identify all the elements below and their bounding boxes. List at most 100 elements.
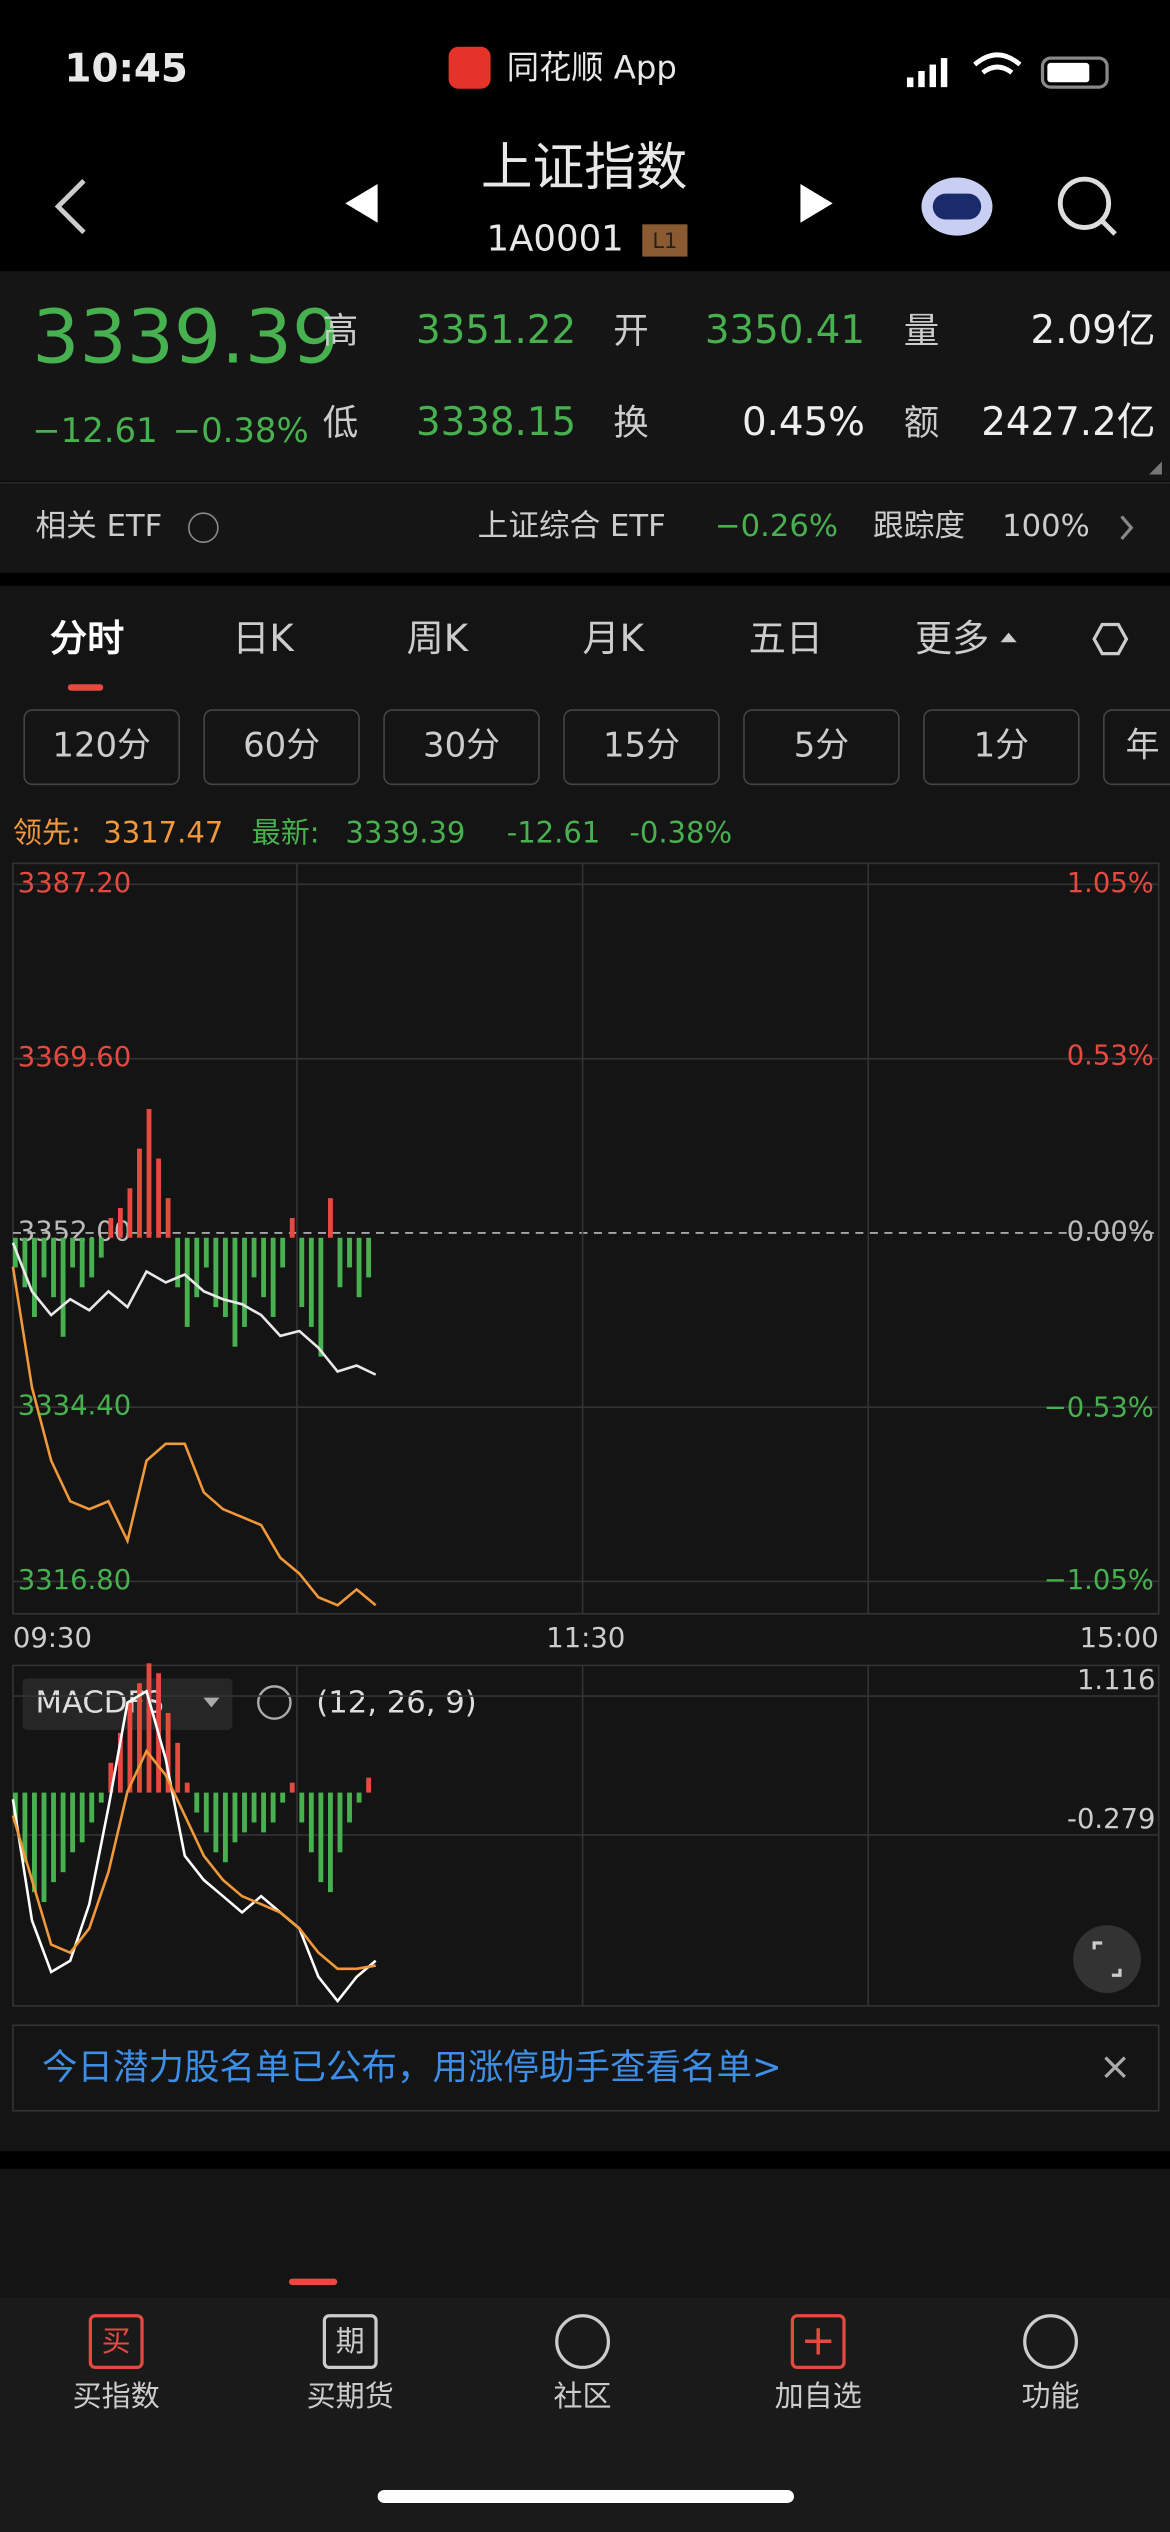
signal [906, 58, 948, 88]
histogram-bar [184, 1237, 190, 1327]
histogram-bar [108, 1217, 114, 1238]
nav-icon [322, 2314, 378, 2370]
nav-label[interactable]: 买期货 [307, 2379, 394, 2413]
chart-tab[interactable]: 更多 [915, 617, 989, 660]
histogram-bar [203, 1792, 209, 1833]
histogram-bar [299, 1237, 305, 1308]
etf-row[interactable] [0, 482, 1170, 573]
histogram-bar [280, 1792, 286, 1803]
settings-button[interactable] [1092, 622, 1129, 656]
select-caret [203, 1697, 220, 1708]
y2-tick-label: 1.05% [1067, 868, 1154, 899]
code: 1A0001 [487, 218, 624, 259]
back-button[interactable] [54, 179, 86, 235]
change: −12.61 [32, 411, 157, 450]
period-button[interactable] [1103, 709, 1170, 786]
period-button[interactable] [923, 709, 1080, 786]
series-line [11, 1748, 376, 1971]
histogram-bar [41, 1792, 47, 1903]
histogram-bar [289, 1217, 295, 1238]
search-handle [1100, 219, 1117, 236]
more-caret [1000, 632, 1017, 643]
bottom-tabs [0, 2168, 1170, 2299]
field-label: 开 [613, 310, 649, 351]
field-value: 2.09亿 [1031, 308, 1156, 353]
histogram-bar [251, 1237, 257, 1278]
histogram-bar [98, 1792, 104, 1803]
y-tick-label: 3369.60 [18, 1042, 131, 1073]
close-banner[interactable] [1104, 2056, 1126, 2079]
histogram-bar [242, 1792, 247, 1833]
histogram-bar [222, 1792, 228, 1863]
banner-text[interactable]: 今日潜力股名单已公布，用涨停助手查看名单> [42, 2047, 782, 2088]
battery [1040, 56, 1109, 89]
histogram-bar [175, 1237, 181, 1288]
histogram-bar [22, 1237, 28, 1288]
level: L1 [652, 229, 677, 253]
histogram-bar [89, 1237, 95, 1278]
period-button[interactable] [563, 709, 720, 786]
histogram-bar [366, 1237, 372, 1278]
banner[interactable] [12, 2024, 1160, 2112]
period-button[interactable] [23, 709, 180, 786]
period-label: 1分 [974, 726, 1029, 765]
histogram-bar [60, 1792, 66, 1873]
histogram-bar [347, 1237, 352, 1268]
chart-panel [0, 585, 1170, 2152]
histogram-bar [137, 1148, 142, 1238]
y2-tick-label: 0.00% [1067, 1216, 1154, 1247]
field-label: 量 [904, 310, 940, 351]
search-button[interactable] [1057, 176, 1112, 230]
histogram-bar [299, 1792, 305, 1823]
histogram-bar [213, 1237, 219, 1308]
app-icon [448, 46, 491, 89]
macd-params: (12, 26, 9) [316, 1686, 476, 1721]
period-button[interactable] [383, 709, 540, 786]
histogram-bar [165, 1198, 171, 1238]
histogram-bar [127, 1188, 133, 1238]
histogram-bar [146, 1109, 152, 1238]
help-icon[interactable] [257, 1685, 292, 1720]
histogram-bar [79, 1237, 85, 1288]
period-label: 年 [1126, 726, 1160, 765]
period-label: 120分 [52, 726, 151, 765]
histogram-bar [184, 1782, 190, 1793]
chart-tab[interactable]: 月K [583, 617, 646, 660]
nav-label[interactable]: 社区 [554, 2379, 612, 2413]
fullscreen-icon [1092, 1941, 1122, 1977]
macd-title: MACDFS [36, 1686, 164, 1721]
chevron [1120, 515, 1134, 541]
track-label: 跟踪度 [873, 509, 965, 544]
price: 3339.39 [32, 294, 339, 381]
period-button[interactable] [743, 709, 900, 786]
histogram-bar [203, 1237, 209, 1268]
nav-icon-text: 买 [102, 2324, 131, 2358]
fullscreen-button[interactable] [1073, 1925, 1141, 1994]
nav-label[interactable]: 买指数 [73, 2379, 160, 2413]
histogram-bar [261, 1237, 267, 1298]
histogram-bar [318, 1792, 324, 1883]
nav-icon [790, 2314, 846, 2370]
chart-tab[interactable]: 周K [407, 617, 470, 660]
next-button[interactable] [800, 183, 833, 223]
chart-tab[interactable]: 日K [232, 617, 295, 660]
help-icon [188, 512, 219, 544]
x-tick-label: 09:30 [13, 1623, 92, 1654]
home-indicator [377, 2490, 794, 2503]
histogram-bar [165, 1713, 171, 1793]
period-button[interactable] [203, 709, 360, 786]
chart-tab[interactable]: 五日 [749, 617, 823, 660]
tab-indicator [67, 684, 104, 691]
prev-button[interactable] [345, 183, 378, 223]
last-value: 3339.39 [345, 815, 465, 849]
chart-tab[interactable]: 分时 [50, 617, 124, 660]
histogram-bar [251, 1792, 257, 1823]
histogram-bar [280, 1237, 286, 1268]
field-value: 0.45% [742, 400, 865, 445]
histogram-bar [356, 1237, 362, 1298]
nav-label[interactable]: 加自选 [775, 2379, 862, 2413]
nav-label[interactable]: 功能 [1022, 2379, 1080, 2413]
y2-tick-label: 0.53% [1067, 1040, 1154, 1071]
